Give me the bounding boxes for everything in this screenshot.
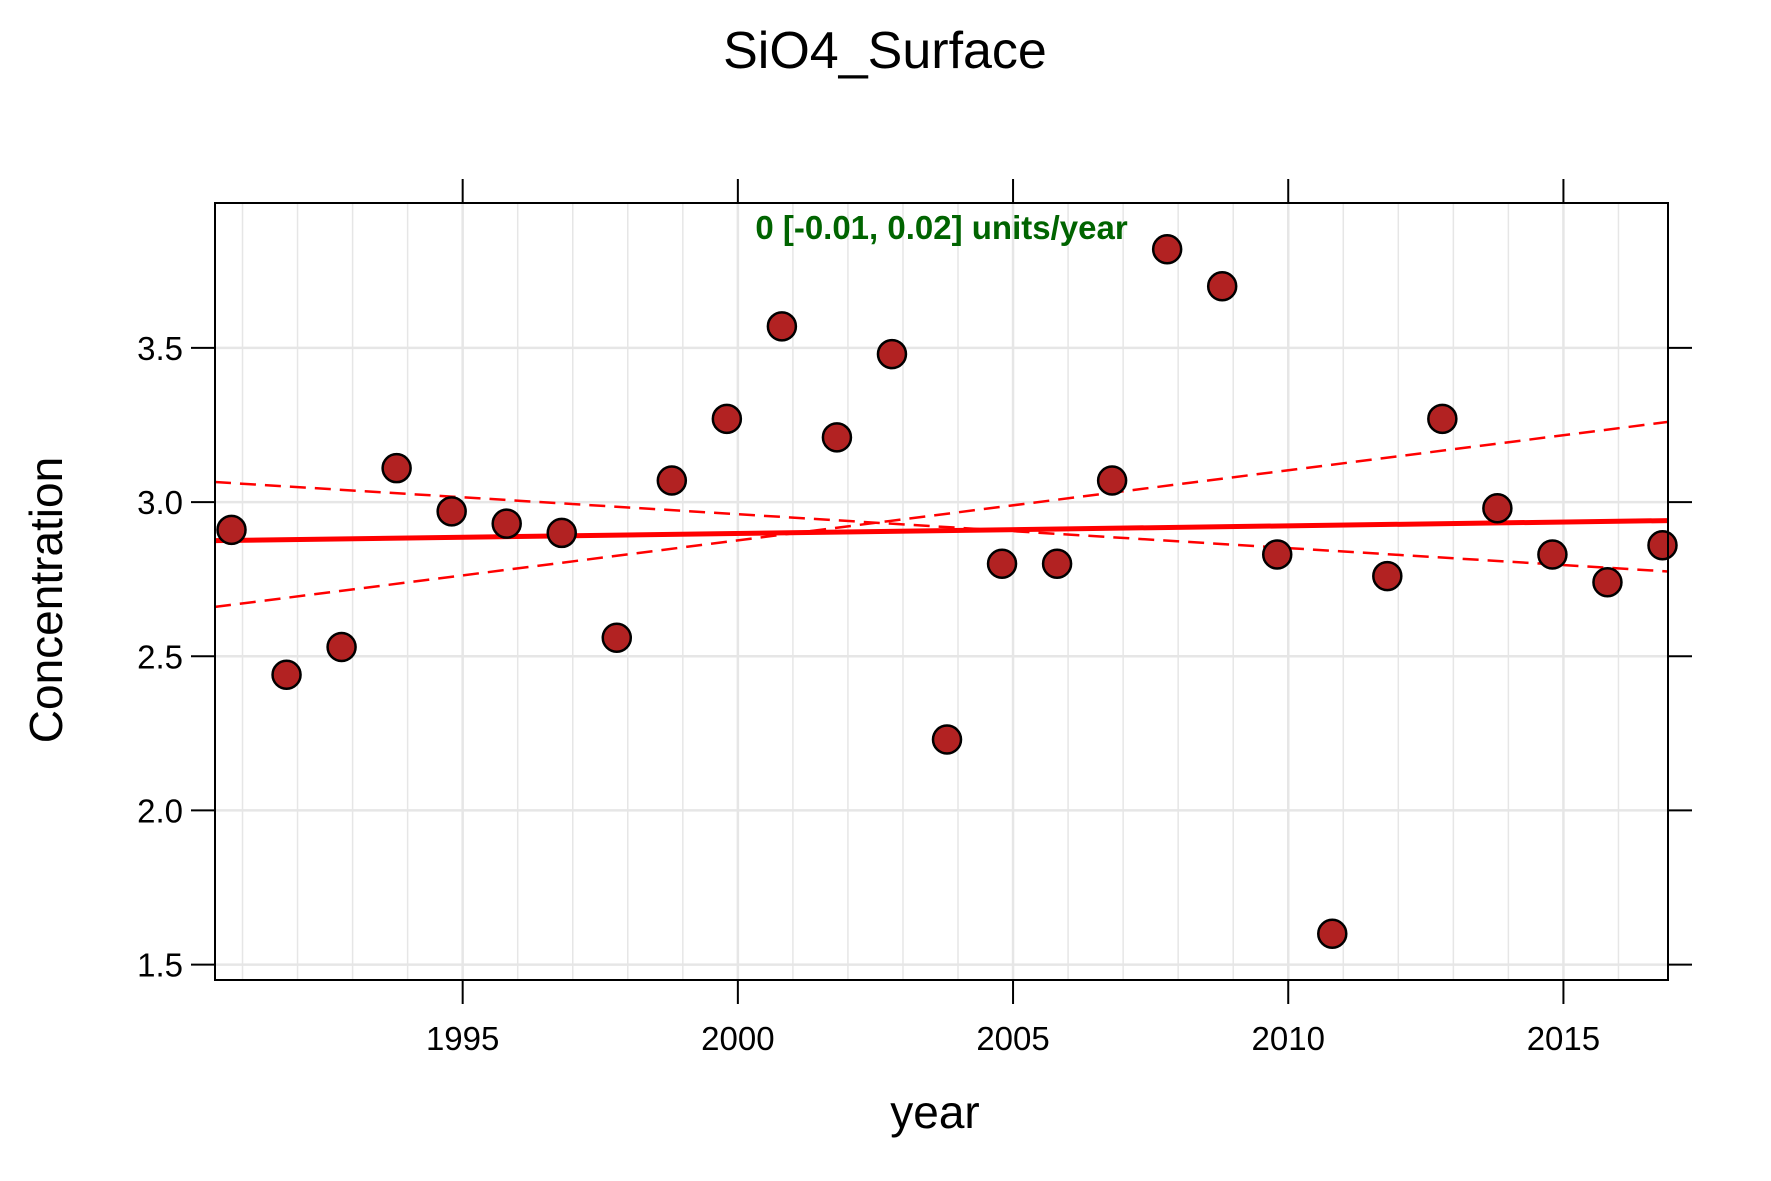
trend-line-group [214, 518, 1669, 544]
data-point [1427, 403, 1458, 435]
trend-annotation: 0 [-0.01, 0.02] units/year [755, 209, 1128, 246]
y-axis-title: Concentration [20, 457, 72, 743]
data-point [546, 517, 577, 549]
data-point [1592, 567, 1623, 598]
x-tick-label: 2000 [701, 1020, 774, 1057]
y-tick-label: 2.5 [137, 638, 183, 675]
data-point [216, 514, 247, 546]
data-point [1482, 493, 1513, 524]
x-tick-label: 1995 [426, 1020, 499, 1057]
data-point [491, 508, 522, 539]
data-point [1151, 234, 1183, 265]
plot-frame [214, 202, 1669, 981]
x-axis-title: year [890, 1086, 979, 1138]
data-point [986, 548, 1018, 579]
data-point [711, 403, 743, 435]
data-point [1372, 560, 1403, 592]
y-tick-label: 1.5 [137, 947, 183, 984]
x-tick-label: 2010 [1252, 1020, 1325, 1057]
data-point [931, 724, 963, 755]
y-tick-label: 2.0 [137, 792, 183, 829]
data-point [1537, 539, 1568, 570]
y-tick-label: 3.5 [137, 330, 183, 367]
data-point [601, 622, 633, 653]
data-point [326, 631, 357, 663]
axes: 1995 2000 2005 2010 2015 1.5 2.0 2.5 3.0 3.5 [137, 179, 1692, 1057]
data-point [1206, 271, 1238, 302]
data-point [271, 659, 302, 690]
data-point [1647, 530, 1678, 561]
x-tick-label: 2015 [1527, 1020, 1600, 1057]
confidence-lines [214, 420, 1669, 609]
chart-title: SiO4_Surface [723, 22, 1047, 80]
data-point [821, 422, 853, 453]
x-tick-label: 2005 [976, 1020, 1049, 1057]
y-tick-label: 3.0 [137, 484, 183, 521]
confidence-line [214, 480, 1669, 573]
trend-line [214, 518, 1669, 544]
data-point [1317, 918, 1348, 949]
confidence-line [214, 420, 1669, 609]
data-point [436, 496, 467, 527]
data-point [1041, 548, 1073, 579]
data-point [1096, 465, 1128, 496]
data-point [381, 452, 412, 484]
data-points [216, 234, 1678, 949]
grid [215, 203, 1668, 980]
data-point [656, 465, 688, 496]
data-point [1261, 539, 1293, 570]
data-point [876, 338, 908, 370]
data-point [766, 311, 798, 342]
